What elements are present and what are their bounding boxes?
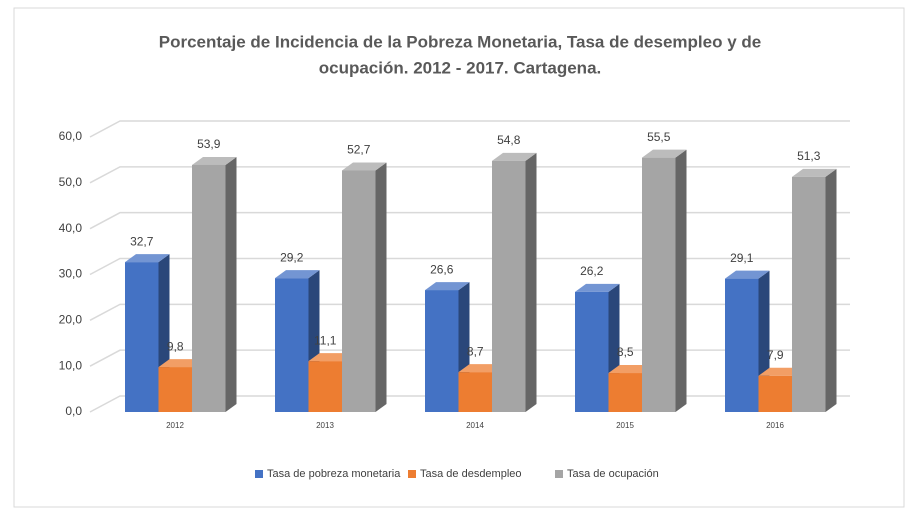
bar-top [158,359,203,368]
legend-swatch [255,470,263,478]
value-label: 9,8 [167,339,184,353]
bar [458,372,492,412]
y-tick-label: 10,0 [59,358,83,372]
bar-top [725,270,770,279]
bar [275,278,309,412]
y-tick-label: 20,0 [59,313,83,327]
legend-swatch [555,470,563,478]
value-label: 52,7 [347,143,371,157]
value-label: 8,7 [467,344,484,358]
x-tick-label: 2015 [616,421,634,430]
bar-side [825,168,837,412]
bar-top [275,270,320,279]
value-label: 26,6 [430,262,454,276]
y-tick-label: 50,0 [59,175,83,189]
value-label: 53,9 [197,137,221,151]
value-label: 55,5 [647,130,671,144]
bar-top [758,367,803,376]
bar-side [225,156,237,412]
bar-top [425,282,470,291]
y-tick-label: 60,0 [59,129,83,143]
value-label: 54,8 [497,133,521,147]
legend-swatch [408,470,416,478]
value-label: 26,2 [580,264,604,278]
bar [725,278,759,412]
legend-label: Tasa de desdempleo [420,468,522,480]
y-tick-label: 30,0 [59,267,83,281]
chart-title: Porcentaje de Incidencia de la Pobreza M… [159,32,761,51]
legend-label: Tasa de ocupación [567,468,659,480]
bar [642,157,676,412]
bar [608,373,642,412]
bar [792,176,826,412]
grid-line [89,166,850,184]
bar-side [675,149,687,412]
x-tick-label: 2016 [766,421,784,430]
bar [492,160,526,412]
value-label: 11,1 [314,333,337,347]
bar [575,291,609,412]
bar-top [492,152,537,161]
value-label: 7,9 [767,348,784,362]
value-label: 29,1 [730,251,754,265]
bar-top [342,162,387,171]
value-label: 32,7 [130,234,154,248]
grid-line [89,257,850,276]
bar-top [642,149,687,158]
value-label: 8,5 [617,345,634,359]
bar-top [458,364,503,373]
x-tick-label: 2014 [466,421,484,430]
y-tick-label: 40,0 [59,221,83,235]
bar [192,164,226,412]
bar-top [192,156,237,165]
bar-top [575,283,620,292]
x-tick-label: 2013 [316,421,334,430]
bar-top [792,168,837,177]
bar-top [608,365,653,374]
bar-top [308,353,353,362]
bar [125,262,159,412]
bar-top [125,254,170,263]
bar [342,170,376,412]
value-label: 51,3 [797,149,821,163]
bar [158,367,192,412]
bar [308,361,342,412]
chart-title: ocupación. 2012 - 2017. Cartagena. [319,58,602,77]
value-label: 29,2 [280,250,304,264]
x-tick-label: 2012 [166,421,184,430]
bar [758,375,792,412]
bar-side [525,152,537,413]
grid-line [89,211,850,230]
grid-line [89,120,850,138]
bar [425,290,459,412]
y-tick-label: 0,0 [65,404,82,418]
legend-label: Tasa de pobreza monetaria [267,468,401,480]
bar-side [375,162,387,412]
